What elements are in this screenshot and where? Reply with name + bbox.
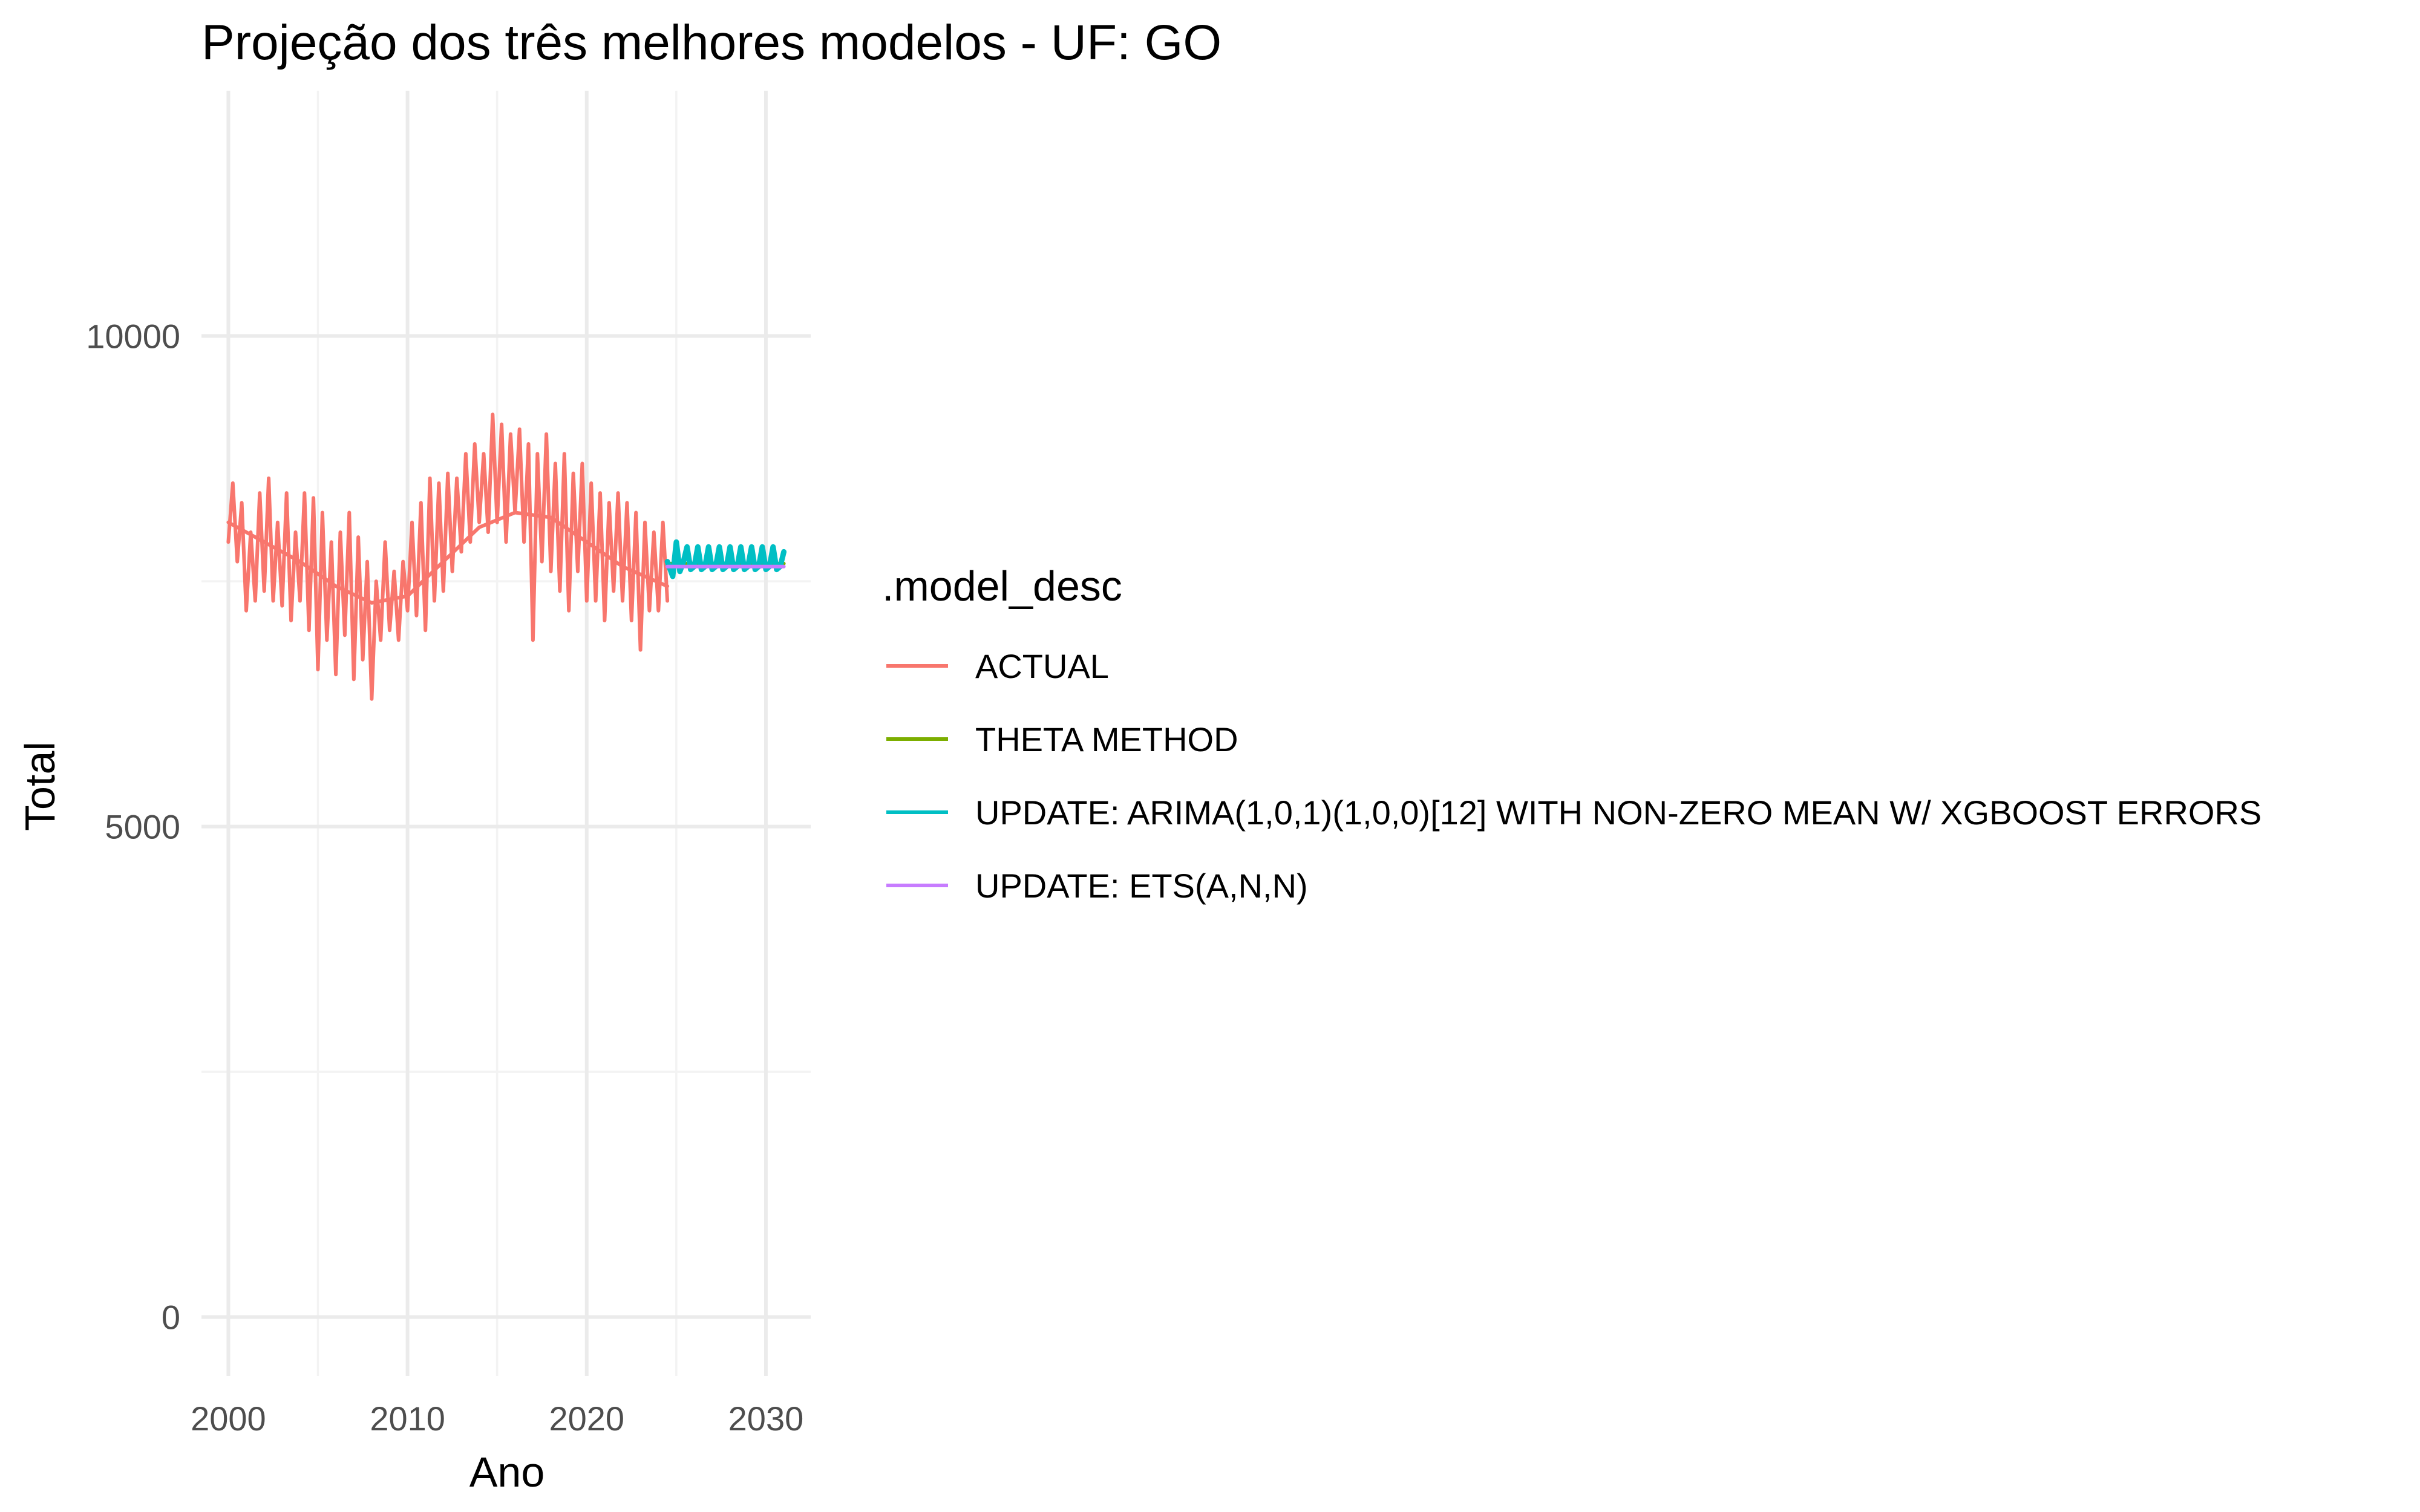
series-lines	[226, 412, 787, 701]
x-tick-label: 2010	[370, 1400, 445, 1438]
y-axis-title: Total	[16, 741, 64, 831]
legend: ACTUAL THETA METHOD UPDATE: ARIMA(1,0,1)(1…	[886, 647, 2261, 905]
y-tick-labels: 0 5000 10000	[86, 318, 180, 1337]
grid-major	[201, 91, 811, 1376]
series-line-1	[226, 510, 670, 605]
y-tick-label: 5000	[105, 808, 180, 846]
y-tick-label: 0	[162, 1299, 180, 1337]
legend-label: ACTUAL	[975, 647, 1109, 685]
chart-title: Projeção dos três melhores modelos - UF:…	[201, 15, 1221, 70]
grid-minor	[201, 91, 811, 1376]
x-tick-label: 2030	[728, 1400, 804, 1438]
legend-label: UPDATE: ETS(A,N,N)	[975, 867, 1308, 905]
legend-title: .model_desc	[882, 562, 1122, 610]
x-tick-label: 2000	[191, 1400, 266, 1438]
x-tick-label: 2020	[549, 1400, 624, 1438]
x-tick-labels: 2000 2010 2020 2030	[191, 1400, 803, 1438]
y-tick-label: 10000	[86, 318, 180, 356]
series-line-0	[226, 412, 670, 701]
x-axis-title: Ano	[469, 1448, 545, 1496]
legend-label: UPDATE: ARIMA(1,0,1)(1,0,0)[12] WITH NON…	[975, 793, 2261, 832]
legend-label: THETA METHOD	[975, 720, 1238, 758]
